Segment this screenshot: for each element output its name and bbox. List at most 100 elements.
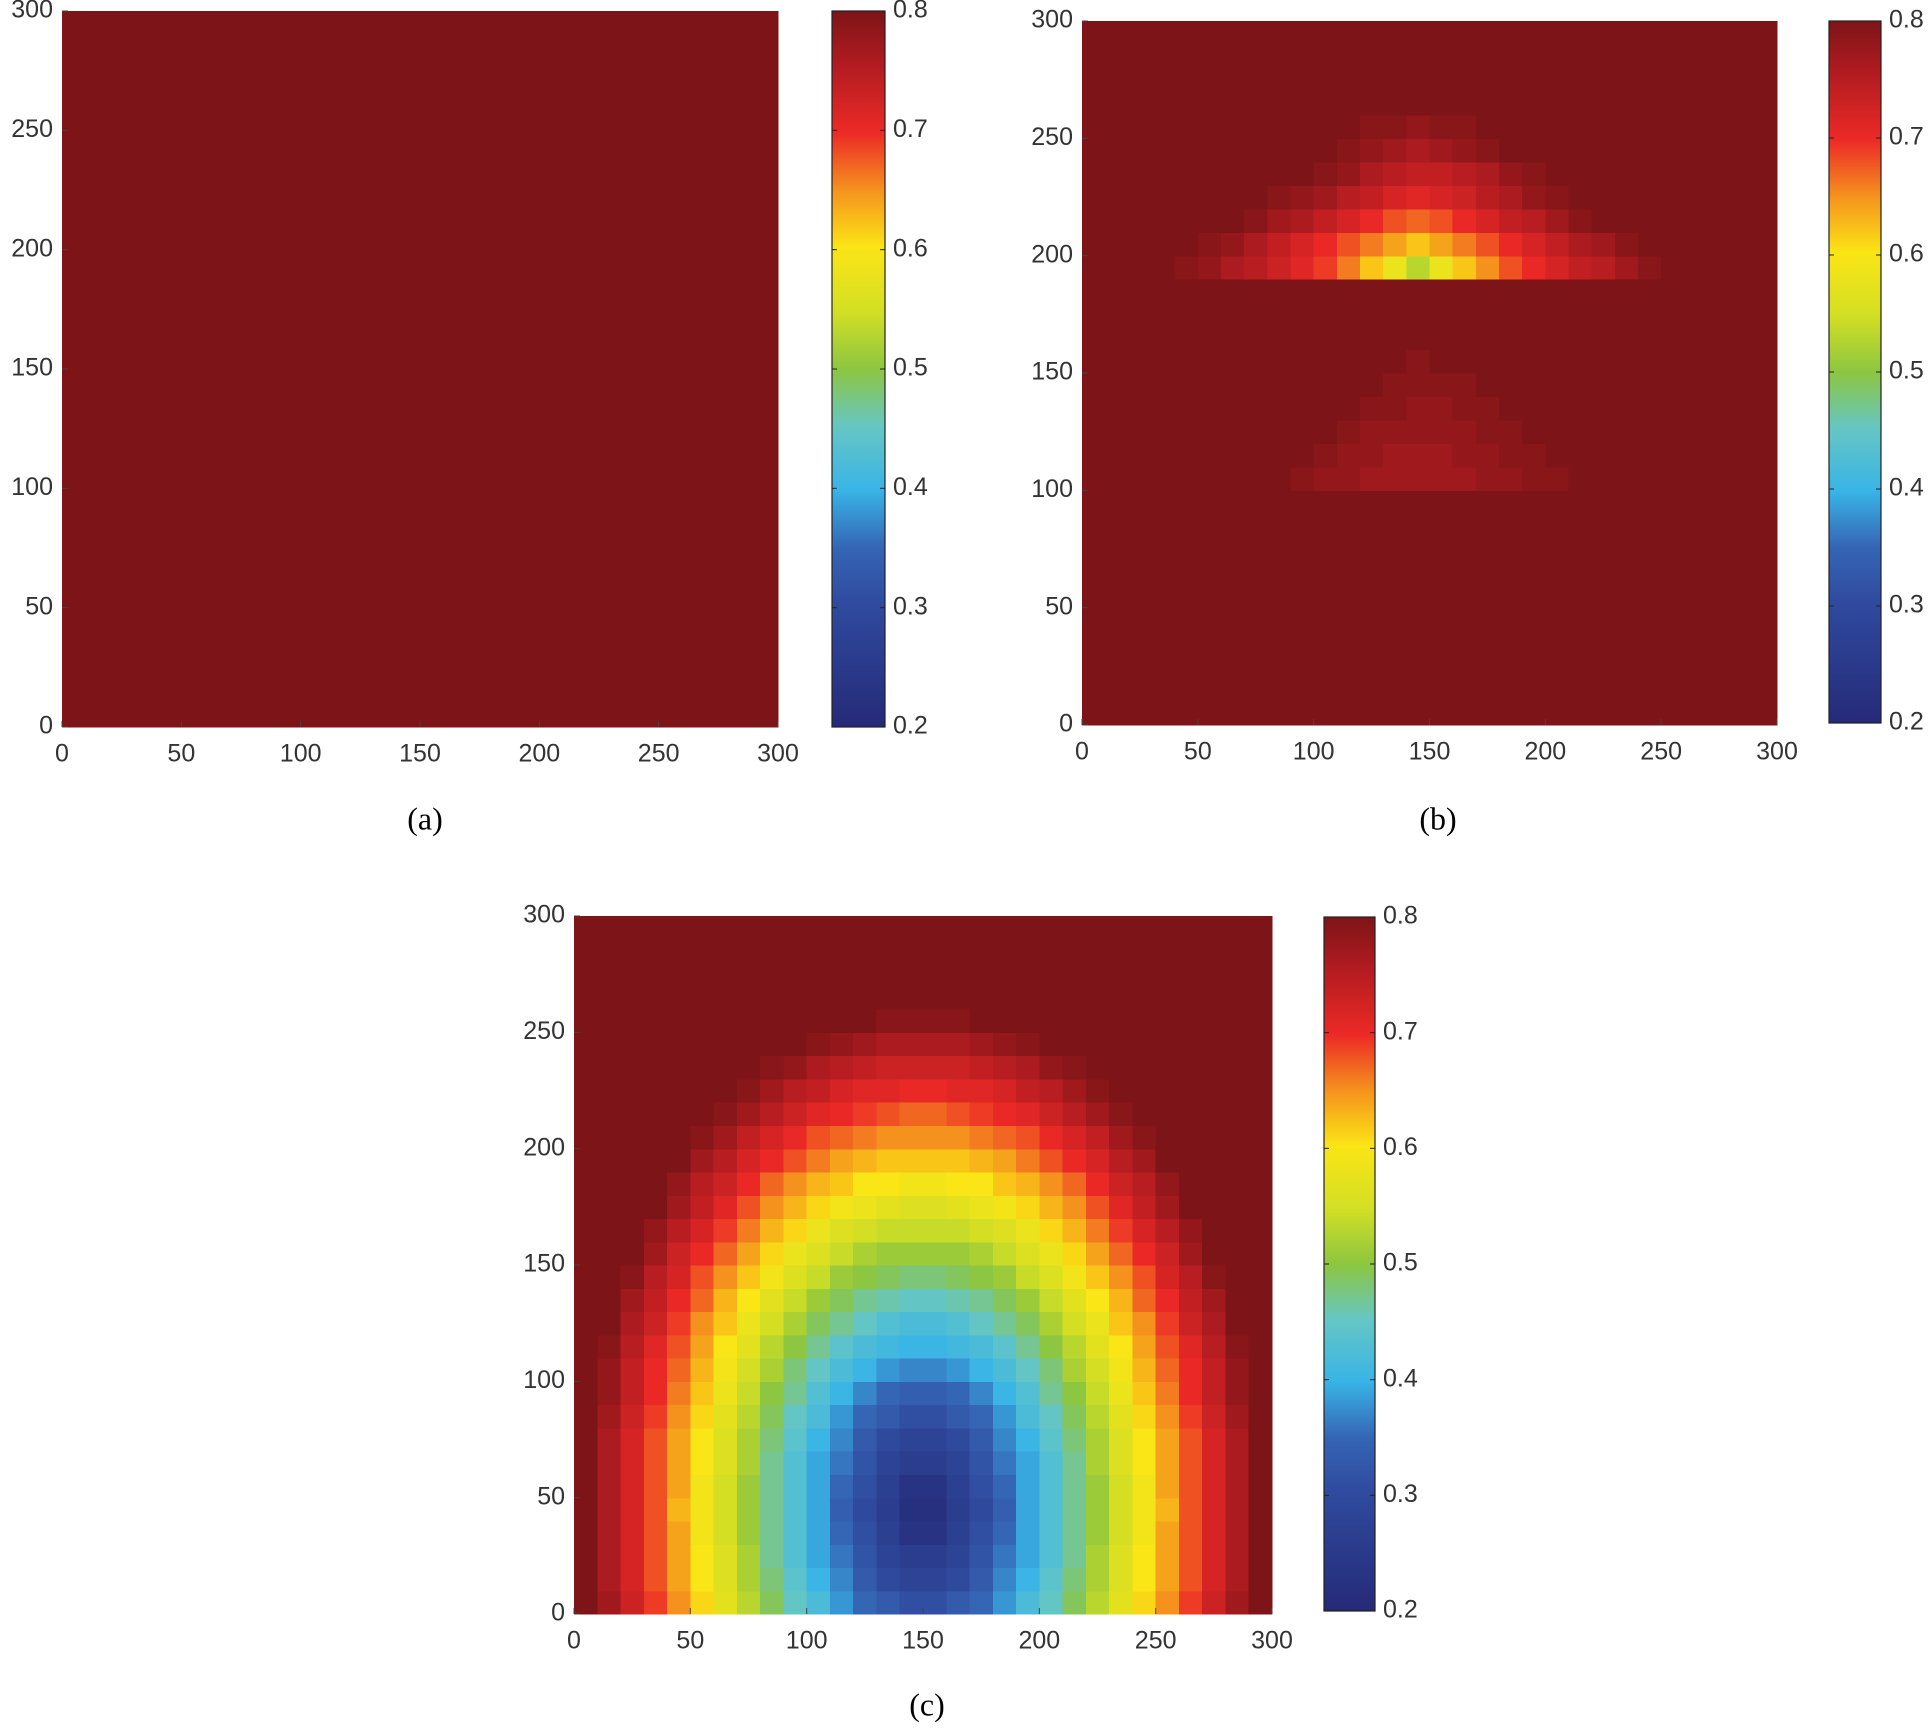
heatmap-cell — [1155, 1427, 1180, 1452]
heatmap-cell — [1336, 138, 1361, 163]
heatmap-cell — [1452, 138, 1477, 163]
heatmap-cell — [713, 916, 738, 940]
heatmap-cell — [713, 1171, 738, 1196]
heatmap-cell — [643, 1078, 668, 1103]
heatmap-cell — [229, 321, 254, 346]
heatmap-cell — [1248, 939, 1273, 964]
heatmap-cell — [1753, 584, 1778, 609]
heatmap-cell — [992, 1032, 1017, 1057]
heatmap-cell — [1221, 607, 1245, 632]
heatmap-cell — [1221, 138, 1245, 163]
heatmap-cell — [1753, 466, 1778, 491]
heatmap-cell — [730, 225, 755, 251]
heatmap-cell — [1062, 1544, 1087, 1569]
heatmap-cell — [491, 655, 517, 680]
heatmap-cell — [181, 679, 206, 704]
heatmap-cell — [1336, 255, 1361, 280]
heatmap-cell — [563, 559, 588, 585]
heatmap-cell — [1753, 161, 1778, 186]
heatmap-cell — [574, 1032, 598, 1057]
heatmap-cell — [620, 1218, 645, 1243]
heatmap-cell — [1313, 208, 1338, 233]
heatmap-cell — [205, 58, 230, 84]
heatmap-cell — [736, 1474, 761, 1499]
heatmap-cell — [443, 703, 469, 728]
heatmap-cell — [853, 1241, 878, 1266]
heatmap-cell — [754, 345, 779, 370]
heatmap-cell — [1155, 1148, 1180, 1173]
heatmap-cell — [634, 58, 660, 84]
heatmap-cell — [1475, 279, 1500, 304]
heatmap-cell — [853, 1195, 878, 1220]
heatmap-cell — [1614, 67, 1639, 92]
heatmap-cell — [597, 1427, 622, 1452]
heatmap-cell — [300, 369, 326, 394]
heatmap-cell — [420, 392, 445, 418]
heatmap-cell — [1128, 279, 1153, 304]
heatmap-cell — [1313, 302, 1338, 327]
heatmap-cell — [348, 130, 373, 155]
heatmap-cell — [923, 1055, 947, 1080]
heatmap-cell — [1225, 1009, 1250, 1033]
heatmap-cell — [1221, 584, 1245, 609]
heatmap-cell — [300, 201, 326, 227]
heatmap-cell — [1267, 631, 1292, 656]
heatmap-cell — [300, 345, 326, 370]
heatmap-cell — [1661, 185, 1685, 210]
heatmap-cell — [574, 985, 598, 1010]
heatmap-cell — [1568, 138, 1593, 163]
heatmap-cell — [1684, 537, 1709, 562]
heatmap-cell — [1429, 443, 1454, 468]
heatmap-cell — [1248, 1078, 1273, 1103]
heatmap-cell — [109, 488, 135, 513]
heatmap-cell — [783, 1195, 808, 1220]
y-tick-label: 150 — [523, 1250, 565, 1278]
heatmap-cell — [643, 1381, 668, 1406]
heatmap-cell — [563, 130, 588, 155]
heatmap-cell — [1591, 537, 1616, 562]
heatmap-cell — [348, 345, 373, 370]
heatmap-cell — [899, 1125, 924, 1150]
heatmap-cell — [1197, 513, 1222, 538]
heatmap-cell — [1016, 1381, 1040, 1406]
heatmap-cell — [62, 703, 87, 728]
heatmap-cell — [491, 464, 517, 489]
heatmap-cell — [1221, 255, 1245, 280]
heatmap-cell — [1336, 607, 1361, 632]
heatmap-cell — [992, 1055, 1017, 1080]
heatmap-cell — [1109, 1055, 1133, 1080]
heatmap-cell — [181, 201, 206, 227]
heatmap-cell — [969, 1404, 994, 1429]
heatmap-cell — [1151, 513, 1176, 538]
heatmap-cell — [899, 1520, 924, 1545]
heatmap-cell — [62, 106, 87, 131]
heatmap-cell — [1178, 939, 1203, 964]
heatmap-cell — [736, 1125, 761, 1150]
heatmap-cell — [491, 679, 517, 704]
heatmap-cell — [491, 345, 517, 370]
heatmap-cell — [713, 1567, 738, 1592]
colorbar-tick-label: 0.7 — [893, 115, 928, 143]
heatmap-cell — [690, 1032, 715, 1057]
heatmap-cell — [1753, 279, 1778, 304]
heatmap-cell — [736, 1567, 761, 1592]
heatmap-cell — [1039, 1590, 1064, 1615]
heatmap-cell — [1661, 607, 1685, 632]
heatmap-cell — [85, 416, 111, 442]
heatmap-cell — [1638, 490, 1662, 515]
heatmap-cell — [783, 1241, 808, 1266]
heatmap-cell — [1313, 138, 1338, 163]
heatmap-cell — [1499, 255, 1523, 280]
heatmap-cell — [992, 985, 1017, 1010]
heatmap-cell — [876, 1474, 901, 1499]
heatmap-cell — [899, 1055, 924, 1080]
heatmap-cell — [1406, 44, 1431, 69]
heatmap-cell — [515, 345, 540, 370]
heatmap-cell — [157, 607, 182, 633]
heatmap-cell — [643, 1032, 668, 1057]
heatmap-cell — [1730, 607, 1755, 632]
heatmap-cell — [682, 11, 707, 36]
heatmap-cell — [643, 1404, 668, 1429]
heatmap-cell — [1522, 701, 1546, 726]
heatmap-cell — [1661, 701, 1685, 726]
